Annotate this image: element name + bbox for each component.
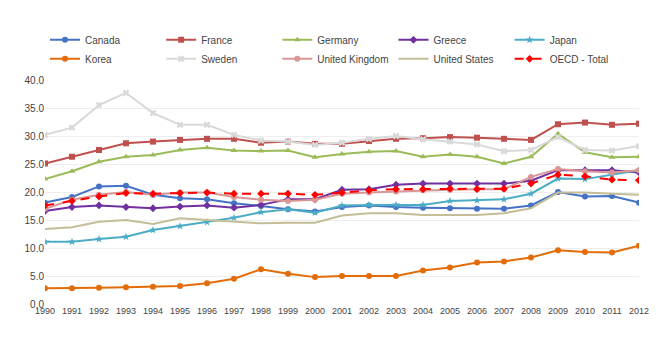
svg-text:2009: 2009 [548, 306, 568, 316]
svg-text:2007: 2007 [494, 306, 514, 316]
svg-text:25.0: 25.0 [25, 159, 45, 170]
svg-text:1999: 1999 [278, 306, 298, 316]
svg-text:2001: 2001 [332, 306, 352, 316]
svg-text:10.0: 10.0 [25, 243, 45, 254]
svg-text:2004: 2004 [413, 306, 433, 316]
svg-text:Greece: Greece [433, 35, 466, 46]
svg-text:2006: 2006 [467, 306, 487, 316]
svg-text:1996: 1996 [197, 306, 217, 316]
svg-text:35.0: 35.0 [25, 103, 45, 114]
svg-text:Japan: Japan [550, 35, 577, 46]
svg-text:2012: 2012 [629, 306, 649, 316]
svg-text:United Kingdom: United Kingdom [317, 54, 388, 65]
svg-text:1998: 1998 [251, 306, 271, 316]
svg-text:2008: 2008 [521, 306, 541, 316]
svg-text:1994: 1994 [143, 306, 163, 316]
svg-text:2011: 2011 [602, 306, 621, 316]
svg-text:France: France [201, 35, 233, 46]
svg-text:40.0: 40.0 [25, 75, 45, 86]
svg-text:United States: United States [433, 54, 493, 65]
svg-text:2005: 2005 [440, 306, 460, 316]
svg-text:2000: 2000 [305, 306, 325, 316]
svg-text:2003: 2003 [386, 306, 406, 316]
svg-text:2002: 2002 [359, 306, 379, 316]
svg-text:1997: 1997 [224, 306, 244, 316]
svg-text:20.0: 20.0 [25, 187, 45, 198]
svg-text:2010: 2010 [575, 306, 595, 316]
svg-text:Canada: Canada [85, 35, 120, 46]
svg-text:Korea: Korea [85, 54, 112, 65]
svg-text:0.0: 0.0 [30, 299, 44, 310]
svg-text:Germany: Germany [317, 35, 358, 46]
svg-text:30.0: 30.0 [25, 131, 45, 142]
svg-text:5.0: 5.0 [30, 271, 44, 282]
svg-text:1993: 1993 [116, 306, 136, 316]
svg-text:OECD - Total: OECD - Total [550, 54, 609, 65]
svg-text:1992: 1992 [89, 306, 109, 316]
svg-text:1995: 1995 [170, 306, 190, 316]
svg-text:1990: 1990 [35, 306, 55, 316]
svg-text:1991: 1991 [62, 306, 82, 316]
svg-text:Sweden: Sweden [201, 54, 237, 65]
svg-text:15.0: 15.0 [25, 215, 45, 226]
